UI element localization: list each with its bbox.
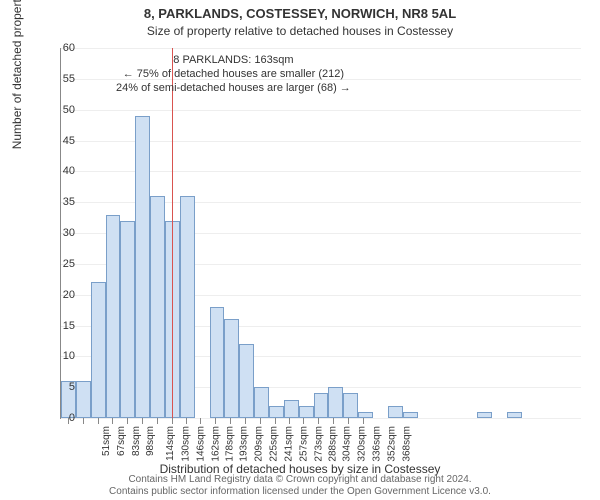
y-tick-label: 15 xyxy=(45,320,75,332)
x-tick-label: 146sqm xyxy=(195,426,206,462)
x-tick-label: 51sqm xyxy=(101,426,112,456)
histogram-bar xyxy=(106,215,121,419)
y-axis-title: Number of detached properties xyxy=(10,0,24,149)
x-tick xyxy=(260,418,261,424)
x-tick-label: 304sqm xyxy=(342,426,353,462)
y-tick-label: 45 xyxy=(45,135,75,147)
y-tick-label: 40 xyxy=(45,165,75,177)
histogram-bar xyxy=(507,412,522,418)
x-tick xyxy=(98,418,99,424)
x-tick xyxy=(348,418,349,424)
x-tick-label: 336sqm xyxy=(372,426,383,462)
y-tick-label: 10 xyxy=(45,350,75,362)
x-tick xyxy=(112,418,113,424)
x-tick xyxy=(363,418,364,424)
x-tick xyxy=(127,418,128,424)
histogram-bar xyxy=(76,381,91,418)
x-tick xyxy=(230,418,231,424)
histogram-bar xyxy=(403,412,418,418)
x-tick xyxy=(333,418,334,424)
histogram-bar xyxy=(388,406,403,418)
x-tick-label: 130sqm xyxy=(180,426,191,462)
x-tick-label: 98sqm xyxy=(145,426,156,456)
histogram-bar xyxy=(239,344,254,418)
x-tick xyxy=(245,418,246,424)
x-tick xyxy=(200,418,201,424)
histogram-bar xyxy=(343,393,358,418)
histogram-bar xyxy=(210,307,225,418)
histogram-bar xyxy=(150,196,165,418)
title-subtitle: Size of property relative to detached ho… xyxy=(0,24,600,38)
histogram-bar xyxy=(328,387,343,418)
histogram-bar xyxy=(135,116,150,418)
y-tick-label: 30 xyxy=(45,227,75,239)
histogram-bar xyxy=(269,406,284,418)
x-tick xyxy=(275,418,276,424)
x-tick-label: 352sqm xyxy=(387,426,398,462)
histogram-plot: 51sqm67sqm83sqm98sqm114sqm130sqm146sqm16… xyxy=(60,48,581,419)
x-tick xyxy=(318,418,319,424)
x-tick-label: 320sqm xyxy=(357,426,368,462)
histogram-bar xyxy=(314,393,329,418)
credit-line1: Contains HM Land Registry data © Crown c… xyxy=(128,474,471,485)
histogram-bar xyxy=(284,400,299,419)
x-tick-label: 193sqm xyxy=(239,426,250,462)
x-tick-label: 257sqm xyxy=(298,426,309,462)
histogram-bar xyxy=(224,319,239,418)
x-tick xyxy=(303,418,304,424)
x-tick xyxy=(142,418,143,424)
histogram-bar xyxy=(299,406,314,418)
title-address: 8, PARKLANDS, COSTESSEY, NORWICH, NR8 5A… xyxy=(0,6,600,21)
histogram-bar xyxy=(254,387,269,418)
histogram-bar xyxy=(477,412,492,418)
histogram-bar xyxy=(180,196,195,418)
gridline xyxy=(61,418,581,419)
x-tick xyxy=(157,418,158,424)
y-tick-label: 55 xyxy=(45,73,75,85)
x-tick-label: 67sqm xyxy=(116,426,127,456)
y-tick-label: 25 xyxy=(45,258,75,270)
x-tick-label: 83sqm xyxy=(131,426,142,456)
x-tick-label: 225sqm xyxy=(269,426,280,462)
histogram-bar xyxy=(91,282,106,418)
x-tick xyxy=(186,418,187,424)
x-tick-label: 241sqm xyxy=(283,426,294,462)
histogram-bar xyxy=(358,412,373,418)
y-tick-label: 35 xyxy=(45,196,75,208)
y-tick-label: 50 xyxy=(45,104,75,116)
y-tick-label: 5 xyxy=(45,381,75,393)
x-tick xyxy=(289,418,290,424)
x-tick-label: 114sqm xyxy=(165,426,176,461)
annotation-box: 8 PARKLANDS: 163sqm← 75% of detached hou… xyxy=(116,54,351,95)
credit-text: Contains HM Land Registry data © Crown c… xyxy=(0,474,600,498)
x-tick-label: 368sqm xyxy=(401,426,412,462)
y-tick-label: 20 xyxy=(45,289,75,301)
x-tick-label: 178sqm xyxy=(225,426,236,462)
y-tick-label: 0 xyxy=(45,412,75,424)
gridline xyxy=(61,48,581,49)
x-tick xyxy=(83,418,84,424)
x-tick-label: 288sqm xyxy=(327,426,338,462)
x-tick-label: 209sqm xyxy=(254,426,265,462)
histogram-bar xyxy=(120,221,135,418)
x-tick-label: 162sqm xyxy=(210,426,221,462)
x-tick xyxy=(215,418,216,424)
gridline xyxy=(61,110,581,111)
reference-line xyxy=(172,48,173,418)
credit-line2: Contains public sector information licen… xyxy=(109,486,491,497)
x-tick-label: 273sqm xyxy=(313,426,324,462)
y-tick-label: 60 xyxy=(45,42,75,54)
x-tick xyxy=(172,418,173,424)
